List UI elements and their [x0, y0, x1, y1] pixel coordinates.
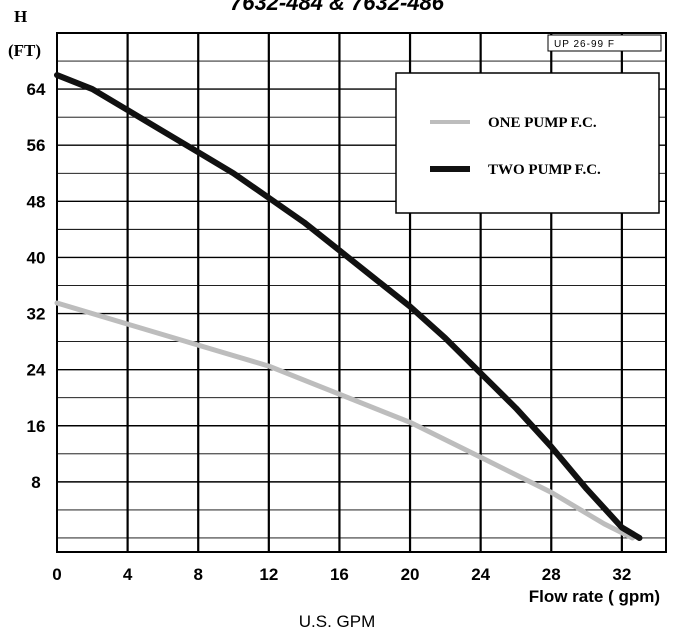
code-label: UP 26-99 F [554, 39, 615, 50]
y-axis-label-ft: (FT) [8, 41, 41, 60]
x-tick-label: 32 [612, 565, 631, 584]
x-axis-label: Flow rate ( gpm) [529, 587, 660, 606]
legend-label-two-pump: TWO PUMP F.C. [488, 162, 601, 178]
legend: ONE PUMP F.C. TWO PUMP F.C. [395, 72, 660, 214]
y-tick-label: 40 [27, 248, 46, 267]
y-tick-label: 24 [27, 361, 46, 380]
y-axis-label-h: H [14, 7, 27, 26]
y-tick-label: 48 [27, 192, 46, 211]
chart-title: 7632-484 & 7632-486 [230, 0, 445, 15]
x-tick-label: 4 [123, 565, 133, 584]
x-tick-labels: 0 4 8 12 16 20 24 28 32 [52, 565, 631, 584]
x-tick-label: 16 [330, 565, 349, 584]
code-box-frame [547, 34, 662, 52]
y-tick-label: 16 [27, 417, 46, 436]
y-tick-label: 32 [27, 305, 46, 324]
legend-label-one-pump: ONE PUMP F.C. [488, 115, 597, 131]
series-line-two-pump [54, 72, 643, 541]
y-tick-label: 56 [27, 136, 46, 155]
x-axis-subtitle: U.S. GPM [299, 612, 376, 631]
code-box: UP 26-99 F [547, 34, 662, 52]
x-tick-label: 24 [471, 565, 490, 584]
series-line-one-pump [54, 300, 635, 541]
x-tick-label: 0 [52, 565, 61, 584]
y-tick-labels: 8 16 24 32 40 48 56 64 [27, 80, 46, 492]
x-tick-label: 20 [401, 565, 420, 584]
x-tick-label: 8 [193, 565, 202, 584]
curves [54, 72, 643, 541]
x-tick-label: 28 [542, 565, 561, 584]
x-tick-label: 12 [259, 565, 278, 584]
legend-box [395, 72, 660, 214]
y-tick-label: 64 [27, 80, 46, 99]
y-tick-label: 8 [31, 473, 40, 492]
